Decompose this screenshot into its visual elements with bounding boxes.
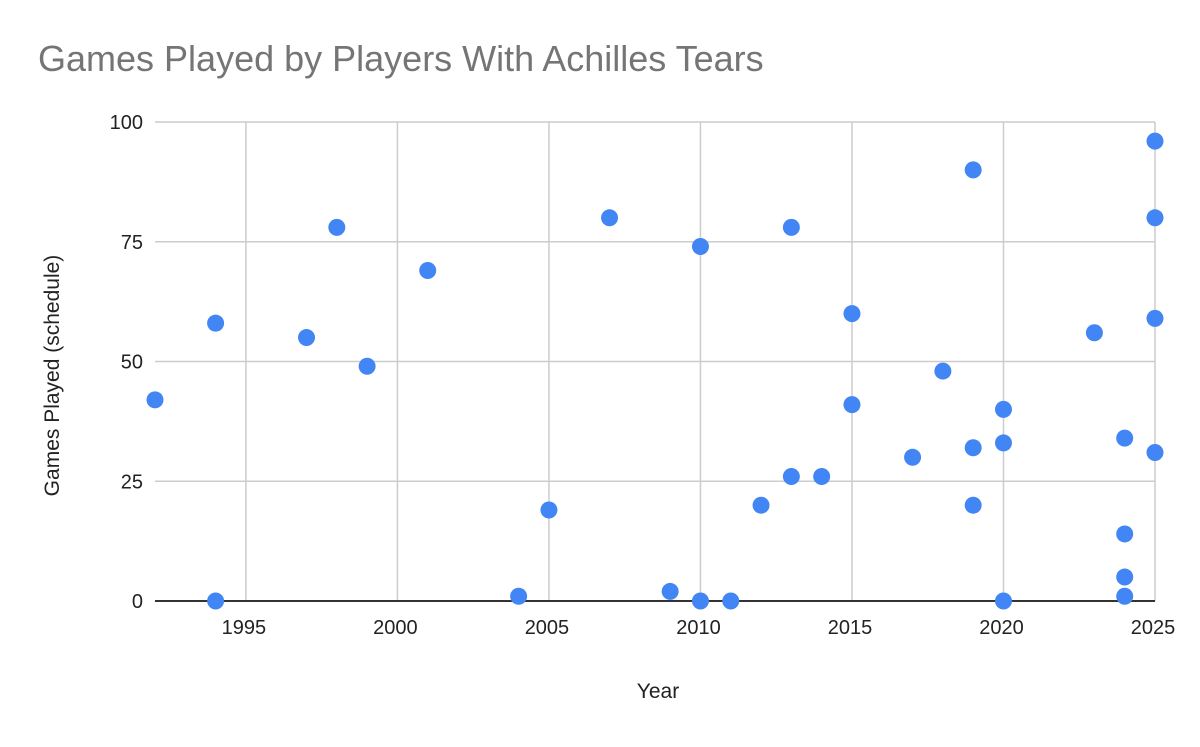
data-point <box>207 314 225 332</box>
data-point <box>1085 324 1103 342</box>
data-point <box>1146 132 1164 150</box>
data-point <box>207 592 225 610</box>
data-point <box>1116 429 1134 447</box>
x-tick-label: 2005 <box>525 617 570 639</box>
data-point <box>782 218 800 236</box>
data-point <box>752 496 770 514</box>
data-point <box>994 592 1012 610</box>
data-point <box>419 261 437 279</box>
y-tick-label: 50 <box>121 352 143 374</box>
data-point <box>358 357 376 375</box>
data-point <box>782 467 800 485</box>
chart-title: Games Played by Players With Achilles Te… <box>38 38 764 79</box>
data-point <box>691 238 709 256</box>
y-tick-label: 75 <box>121 232 143 254</box>
data-point <box>964 439 982 457</box>
y-tick-label: 0 <box>132 591 143 613</box>
x-tick-label: 2010 <box>676 617 721 639</box>
data-point <box>1116 525 1134 543</box>
data-point <box>1146 209 1164 227</box>
data-point <box>146 391 164 409</box>
data-point <box>843 396 861 414</box>
y-tick-label: 100 <box>110 112 143 134</box>
data-point <box>510 587 528 605</box>
data-point <box>934 362 952 380</box>
data-point <box>964 161 982 179</box>
y-axis-label: Games Played (schedule) <box>41 255 64 497</box>
data-point <box>994 400 1012 418</box>
x-axis-label: Year <box>637 680 679 703</box>
data-point <box>813 467 831 485</box>
x-tick-label: 2000 <box>373 617 418 639</box>
y-tick-label: 25 <box>121 471 143 493</box>
data-point <box>540 501 558 519</box>
x-tick-label: 2015 <box>828 617 873 639</box>
data-point <box>601 209 619 227</box>
data-point <box>994 434 1012 452</box>
data-point <box>1146 309 1164 327</box>
data-point <box>1116 568 1134 586</box>
data-point <box>722 592 740 610</box>
data-point <box>298 329 316 347</box>
data-point <box>1146 444 1164 462</box>
data-point <box>661 582 679 600</box>
x-tick-label: 1995 <box>222 617 267 639</box>
data-point <box>328 218 346 236</box>
data-point <box>691 592 709 610</box>
data-point <box>1116 587 1134 605</box>
data-point <box>904 448 922 466</box>
data-point <box>843 305 861 323</box>
x-tick-label: 2020 <box>979 617 1024 639</box>
data-point <box>964 496 982 514</box>
x-tick-label: 2025 <box>1131 617 1176 639</box>
